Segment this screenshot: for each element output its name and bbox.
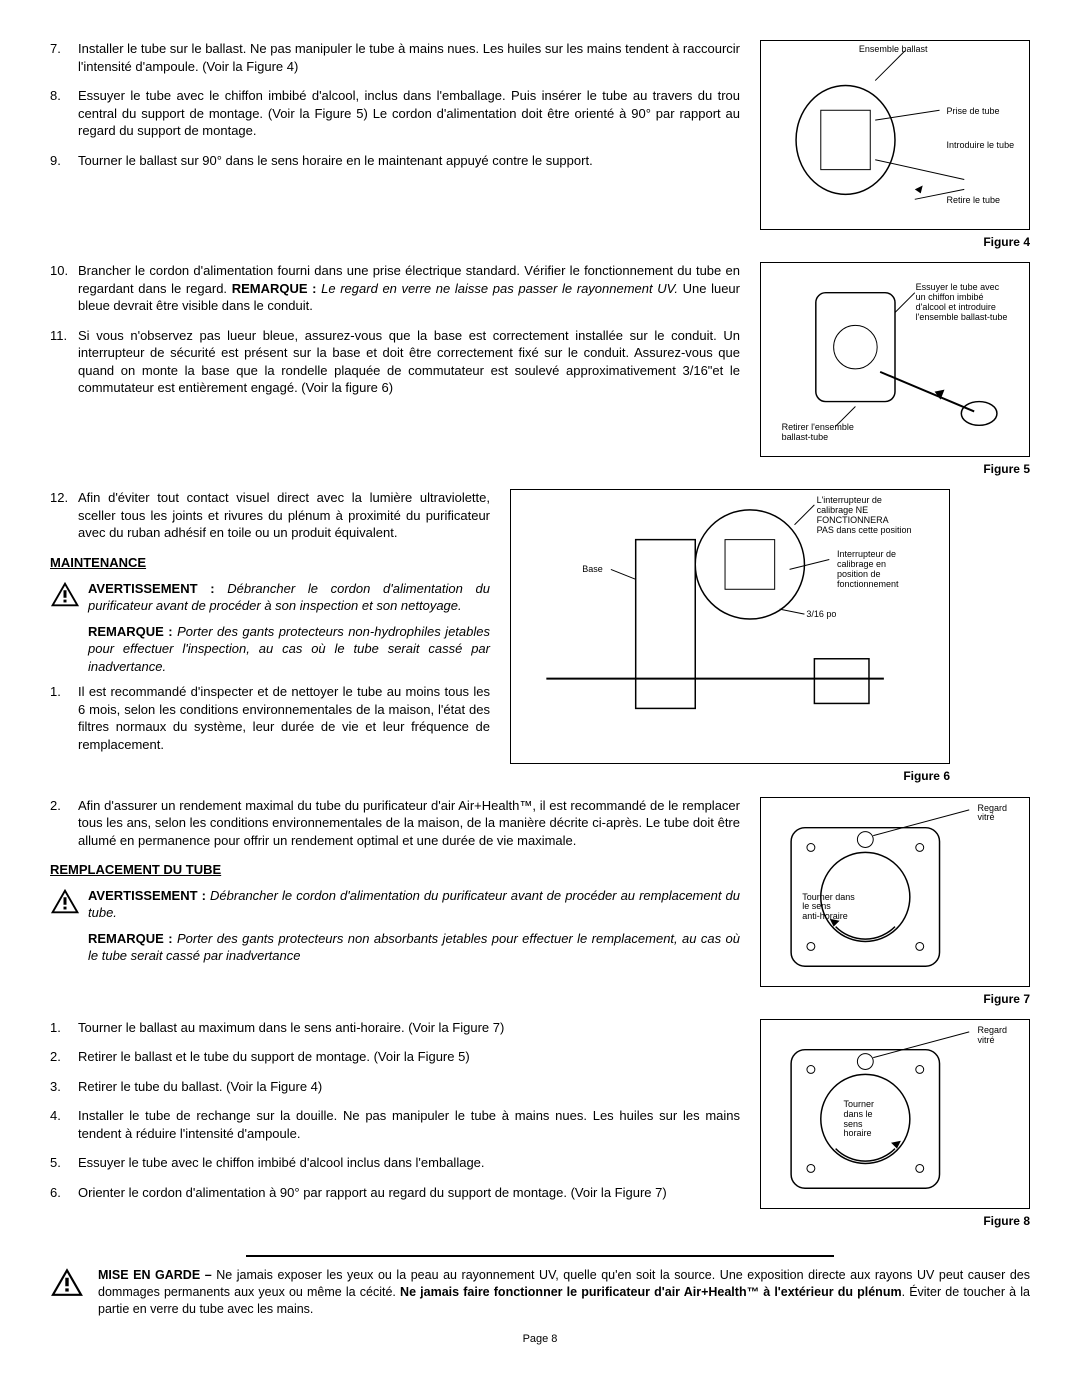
figure-6: L'interrupteur de calibrage NE FONCTIONN… bbox=[510, 489, 950, 764]
divider bbox=[246, 1255, 834, 1257]
figure-4-caption: Figure 4 bbox=[760, 234, 1030, 250]
warning-icon bbox=[50, 580, 78, 613]
figure-4: Ensemble ballastPrise de tubeIntroduire … bbox=[760, 40, 1030, 230]
figure-7: Regard vitréTourner dans le sens anti-ho… bbox=[760, 797, 1030, 987]
caution-notice: MISE EN GARDE – Ne jamais exposer les ye… bbox=[50, 1267, 1030, 1318]
figure-7-caption: Figure 7 bbox=[760, 991, 1030, 1007]
warning-icon bbox=[50, 1267, 84, 1302]
maintenance-remark: REMARQUE : Porter des gants protecteurs … bbox=[50, 623, 490, 676]
maintenance-step-1: 1.Il est recommandé d'inspecter et de ne… bbox=[50, 683, 490, 753]
figure-5: Essuyer le tube avec un chiffon imbibé d… bbox=[760, 262, 1030, 457]
replacement-remark: REMARQUE : Porter des gants protecteurs … bbox=[50, 930, 740, 965]
page-number: Page 8 bbox=[50, 1332, 1030, 1347]
install-steps-7-9: 7.Installer le tube sur le ballast. Ne p… bbox=[50, 40, 740, 169]
figure-5-caption: Figure 5 bbox=[760, 461, 1030, 477]
replacement-steps: 1.Tourner le ballast au maximum dans le … bbox=[50, 1019, 740, 1202]
replacement-warning: AVERTISSEMENT : Débrancher le cordon d'a… bbox=[50, 887, 740, 922]
figure-8-caption: Figure 8 bbox=[760, 1213, 1030, 1229]
install-step-12: 12.Afin d'éviter tout contact visuel dir… bbox=[50, 489, 490, 542]
maintenance-warning: AVERTISSEMENT : Débrancher le cordon d'a… bbox=[50, 580, 490, 615]
replacement-heading: REMPLACEMENT DU TUBE bbox=[50, 861, 740, 879]
figure-8: Regard vitréTourner dans le sens horaire bbox=[760, 1019, 1030, 1209]
warning-icon bbox=[50, 887, 78, 920]
figure-6-caption: Figure 6 bbox=[510, 768, 950, 784]
install-steps-10-11: 10. Brancher le cordon d'alimentation fo… bbox=[50, 262, 740, 397]
maintenance-heading: MAINTENANCE bbox=[50, 554, 490, 572]
maintenance-step-2: 2.Afin d'assurer un rendement maximal du… bbox=[50, 797, 740, 850]
